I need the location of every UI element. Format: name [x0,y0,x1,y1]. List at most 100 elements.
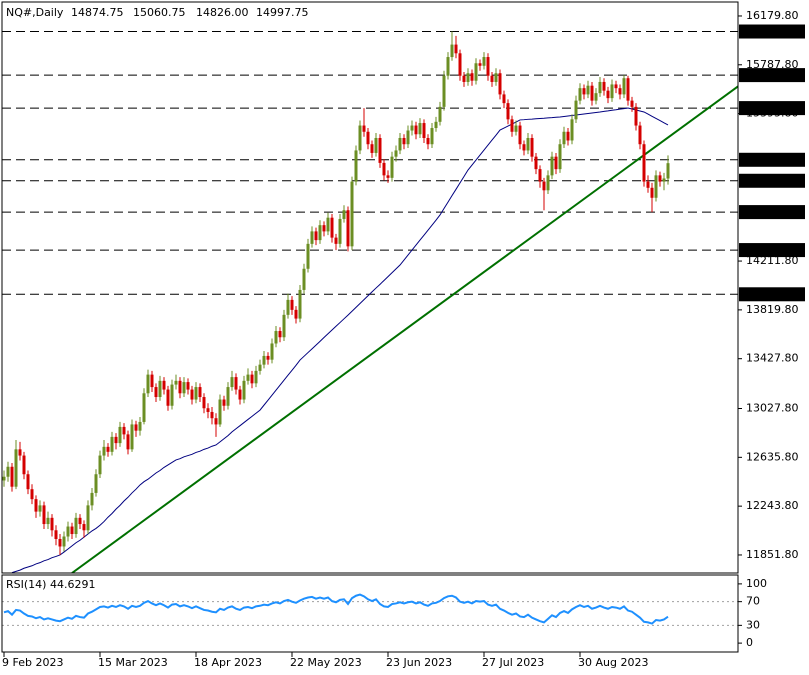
candle-body [518,125,522,145]
candle-body [398,137,402,151]
trendline [71,85,738,573]
candle-body [390,156,394,178]
candle-body [486,57,490,76]
candle-body [526,137,530,151]
candle-body [174,380,178,385]
candle-body [322,225,326,232]
candle-body [590,85,594,101]
candle-body [54,530,58,540]
candle-body [366,131,370,145]
candle-body [122,426,126,435]
candle-body [254,370,258,384]
candle-body [622,78,626,95]
candle-body [582,88,586,95]
level-box [739,287,805,302]
candle-body [230,377,234,388]
candle-body [370,144,374,153]
candle-body [198,387,202,398]
candle-body [298,289,302,319]
candle-body [570,119,574,141]
rsi-plot [2,593,738,626]
candle-body [450,44,454,58]
candle-body [134,424,138,431]
moving-average [11,107,669,573]
candle-body [666,163,670,179]
candle-body [270,343,274,360]
x-tick-label: 9 Feb 2023 [2,656,63,669]
candle-body [266,355,270,360]
candle-body [538,169,542,182]
candle-body [594,93,598,101]
candle-body [566,131,570,141]
candle-body [650,187,654,198]
candle-body [166,389,170,406]
candle-body [78,517,82,525]
candle-body [102,446,106,456]
candle-body [346,210,350,247]
x-tick-label: 23 Jun 2023 [386,656,452,669]
level-box [739,243,805,258]
candle-body [106,446,110,452]
candle-body [290,299,294,310]
candle-body [114,436,118,444]
header-open: 14874.75 [71,6,124,19]
candle-body [246,374,250,381]
candle-body [410,125,414,131]
y-tick-label: 14211.80 [746,254,799,267]
rsi-value: 44.6291 [50,578,96,591]
level-box [739,68,805,83]
rsi-frame [1,574,739,653]
candle-body [42,505,46,525]
candle-body [498,73,502,95]
level-label: 15025.00 [746,153,799,166]
candle-body [374,137,378,153]
candle-body [550,156,554,176]
candle-body [66,526,70,537]
candle-body [330,217,334,238]
candle-body [218,399,222,425]
candle-body [226,387,230,406]
candle-body [18,449,22,456]
candle-body [282,314,286,338]
candle-body [510,119,514,132]
candle-body [30,489,34,500]
x-tick-label: 15 Mar 2023 [98,656,168,669]
candle-body [26,474,30,490]
header-close: 14997.75 [256,6,309,19]
candle-body [238,389,242,400]
candle-body [654,175,658,198]
candle-body [614,84,618,89]
candle-body [530,137,534,157]
candle-body [118,426,122,444]
candle-body [210,411,214,419]
candle-body [262,355,266,365]
candle-body [46,517,50,525]
candle-body [418,123,422,135]
candle-body [478,63,482,66]
candle-body [222,399,226,406]
candle-body [314,231,318,241]
candle-body [562,131,566,145]
candle-body [638,125,642,145]
x-tick-label: 30 Aug 2023 [578,656,648,669]
candle-body [98,455,102,475]
candle-body [50,517,54,531]
candle-body [386,175,390,178]
candle-body [618,88,622,95]
level-label: 14300.00 [746,244,799,257]
candle-body [634,106,638,126]
candle-body [642,144,646,182]
header-low: 14826.00 [196,6,249,19]
x-tick-label: 27 Jul 2023 [482,656,544,669]
level-box [739,24,805,39]
axes: 16179.8015787.8015395.8014211.8013819.80… [2,9,805,669]
y-tick-label: 13027.80 [746,402,799,415]
candle-body [90,492,94,506]
y-tick-label: 16179.80 [746,9,799,22]
candle-body [586,85,590,95]
candle-body [70,526,74,535]
candle-body [630,100,634,107]
candle-body [482,57,486,66]
candle-body [610,84,614,99]
